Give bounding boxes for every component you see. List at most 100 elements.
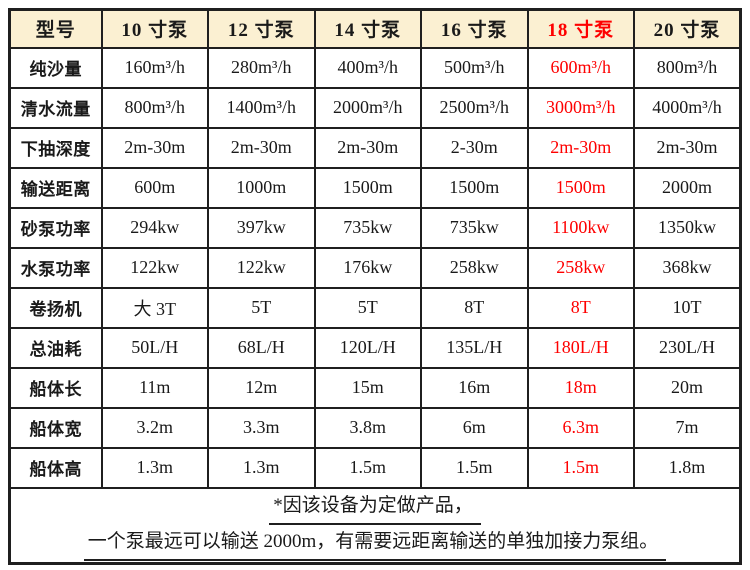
spec-cell: 2-30m xyxy=(420,126,529,169)
spec-cell: 5T xyxy=(207,286,316,329)
spec-cell: 18m xyxy=(526,366,635,409)
row-label: 船体高 xyxy=(8,446,103,489)
spec-cell: 2000m xyxy=(633,166,742,209)
footnote-line-2-wrap: 一个泵最远可以输送 2000m，有需要远距离输送的单独加接力泵组。 xyxy=(12,525,739,562)
footnote-line-1: *因该设备为定做产品， xyxy=(269,490,481,526)
table-row: 水泵功率 122kw 122kw 176kw 258kw 258kw 368kw xyxy=(8,246,742,289)
spec-cell: 2m-30m xyxy=(100,126,209,169)
spec-cell: 280m³/h xyxy=(207,46,316,89)
pump-spec-table: 型号 10 寸泵 12 寸泵 14 寸泵 16 寸泵 18 寸泵 20 寸泵 纯沙量 160… xyxy=(8,8,742,565)
spec-cell: 10T xyxy=(633,286,742,329)
spec-cell: 1350kw xyxy=(633,206,742,249)
spec-cell: 122kw xyxy=(207,246,316,289)
table-row: 总油耗 50L/H 68L/H 120L/H 135L/H 180L/H 230L/H xyxy=(8,326,742,369)
spec-cell: 2500m³/h xyxy=(420,86,529,129)
column-header-2: 12 寸泵 xyxy=(207,8,316,49)
spec-cell: 16m xyxy=(420,366,529,409)
spec-cell: 294kw xyxy=(100,206,209,249)
spec-cell: 1100kw xyxy=(526,206,635,249)
spec-cell: 800m³/h xyxy=(100,86,209,129)
row-label: 卷扬机 xyxy=(8,286,103,329)
spec-cell: 176kw xyxy=(313,246,422,289)
table-footer: *因该设备为定做产品， 一个泵最远可以输送 2000m，有需要远距离输送的单独加… xyxy=(8,486,742,565)
spec-cell: 3000m³/h xyxy=(526,86,635,129)
spec-cell: 1.3m xyxy=(100,446,209,489)
spec-cell: 1400m³/h xyxy=(207,86,316,129)
row-label: 船体长 xyxy=(8,366,103,409)
spec-cell: 2m-30m xyxy=(313,126,422,169)
spec-cell: 3.8m xyxy=(313,406,422,449)
spec-cell: 500m³/h xyxy=(420,46,529,89)
table-row: 清水流量 800m³/h 1400m³/h 2000m³/h 2500m³/h 3000m… xyxy=(8,86,742,129)
spec-cell: 258kw xyxy=(526,246,635,289)
column-header-6: 20 寸泵 xyxy=(633,8,742,49)
spec-sheet: 型号 10 寸泵 12 寸泵 14 寸泵 16 寸泵 18 寸泵 20 寸泵 纯沙量 160… xyxy=(8,8,742,565)
spec-cell: 800m³/h xyxy=(633,46,742,89)
spec-cell: 7m xyxy=(633,406,742,449)
spec-cell: 8T xyxy=(420,286,529,329)
spec-cell: 68L/H xyxy=(207,326,316,369)
table-header: 型号 10 寸泵 12 寸泵 14 寸泵 16 寸泵 18 寸泵 20 寸泵 xyxy=(8,8,742,49)
footnote-line-2: 一个泵最远可以输送 2000m，有需要远距离输送的单独加接力泵组。 xyxy=(83,525,667,562)
spec-cell: 11m xyxy=(100,366,209,409)
column-header-5: 18 寸泵 xyxy=(526,8,635,49)
footnote-line-1-wrap: *因该设备为定做产品， xyxy=(12,490,739,526)
row-label: 输送距离 xyxy=(8,166,103,209)
spec-cell: 600m xyxy=(100,166,209,209)
footnote-cell: *因该设备为定做产品， 一个泵最远可以输送 2000m，有需要远距离输送的单独加… xyxy=(8,486,742,565)
spec-cell: 258kw xyxy=(420,246,529,289)
table-body: 纯沙量 160m³/h 280m³/h 400m³/h 500m³/h 600m³/h 80… xyxy=(8,46,742,489)
spec-cell: 1.5m xyxy=(526,446,635,489)
spec-cell: 1500m xyxy=(526,166,635,209)
spec-cell: 4000m³/h xyxy=(633,86,742,129)
spec-cell: 2m-30m xyxy=(633,126,742,169)
spec-cell: 600m³/h xyxy=(526,46,635,89)
table-row: 输送距离 600m 1000m 1500m 1500m 1500m 2000m xyxy=(8,166,742,209)
row-label: 纯沙量 xyxy=(8,46,103,89)
spec-cell: 135L/H xyxy=(420,326,529,369)
spec-cell: 8T xyxy=(526,286,635,329)
spec-cell: 2m-30m xyxy=(526,126,635,169)
spec-cell: 368kw xyxy=(633,246,742,289)
spec-cell: 397kw xyxy=(207,206,316,249)
table-row: 船体长 11m 12m 15m 16m 18m 20m xyxy=(8,366,742,409)
row-label: 清水流量 xyxy=(8,86,103,129)
row-label: 砂泵功率 xyxy=(8,206,103,249)
spec-cell: 3.2m xyxy=(100,406,209,449)
footnote-row: *因该设备为定做产品， 一个泵最远可以输送 2000m，有需要远距离输送的单独加… xyxy=(8,486,742,565)
spec-cell: 1.8m xyxy=(633,446,742,489)
spec-cell: 1.5m xyxy=(313,446,422,489)
column-header-1: 10 寸泵 xyxy=(100,8,209,49)
spec-cell: 1.5m xyxy=(420,446,529,489)
spec-cell: 大 3T xyxy=(100,286,209,329)
spec-cell: 230L/H xyxy=(633,326,742,369)
spec-cell: 1.3m xyxy=(207,446,316,489)
spec-cell: 15m xyxy=(313,366,422,409)
row-label: 下抽深度 xyxy=(8,126,103,169)
table-row: 下抽深度 2m-30m 2m-30m 2m-30m 2-30m 2m-30m 2m-30m xyxy=(8,126,742,169)
spec-cell: 2m-30m xyxy=(207,126,316,169)
spec-cell: 160m³/h xyxy=(100,46,209,89)
spec-cell: 735kw xyxy=(313,206,422,249)
row-label: 水泵功率 xyxy=(8,246,103,289)
spec-cell: 1000m xyxy=(207,166,316,209)
spec-cell: 735kw xyxy=(420,206,529,249)
model-column-header: 型号 xyxy=(8,8,103,49)
spec-cell: 2000m³/h xyxy=(313,86,422,129)
spec-cell: 400m³/h xyxy=(313,46,422,89)
spec-cell: 5T xyxy=(313,286,422,329)
table-row: 纯沙量 160m³/h 280m³/h 400m³/h 500m³/h 600m³/h 80… xyxy=(8,46,742,89)
spec-cell: 50L/H xyxy=(100,326,209,369)
table-row: 卷扬机大 3T 5T 5T 8T 8T 10T xyxy=(8,286,742,329)
column-header-4: 16 寸泵 xyxy=(420,8,529,49)
row-label: 船体宽 xyxy=(8,406,103,449)
table-row: 船体高 1.3m 1.3m 1.5m 1.5m 1.5m 1.8m xyxy=(8,446,742,489)
table-row: 船体宽 3.2m 3.3m 3.8m 6m 6.3m 7m xyxy=(8,406,742,449)
spec-cell: 1500m xyxy=(420,166,529,209)
spec-cell: 12m xyxy=(207,366,316,409)
table-row: 砂泵功率 294kw 397kw 735kw 735kw 1100kw 1350kw xyxy=(8,206,742,249)
spec-cell: 6.3m xyxy=(526,406,635,449)
spec-cell: 3.3m xyxy=(207,406,316,449)
spec-cell: 20m xyxy=(633,366,742,409)
header-row: 型号 10 寸泵 12 寸泵 14 寸泵 16 寸泵 18 寸泵 20 寸泵 xyxy=(8,8,742,49)
